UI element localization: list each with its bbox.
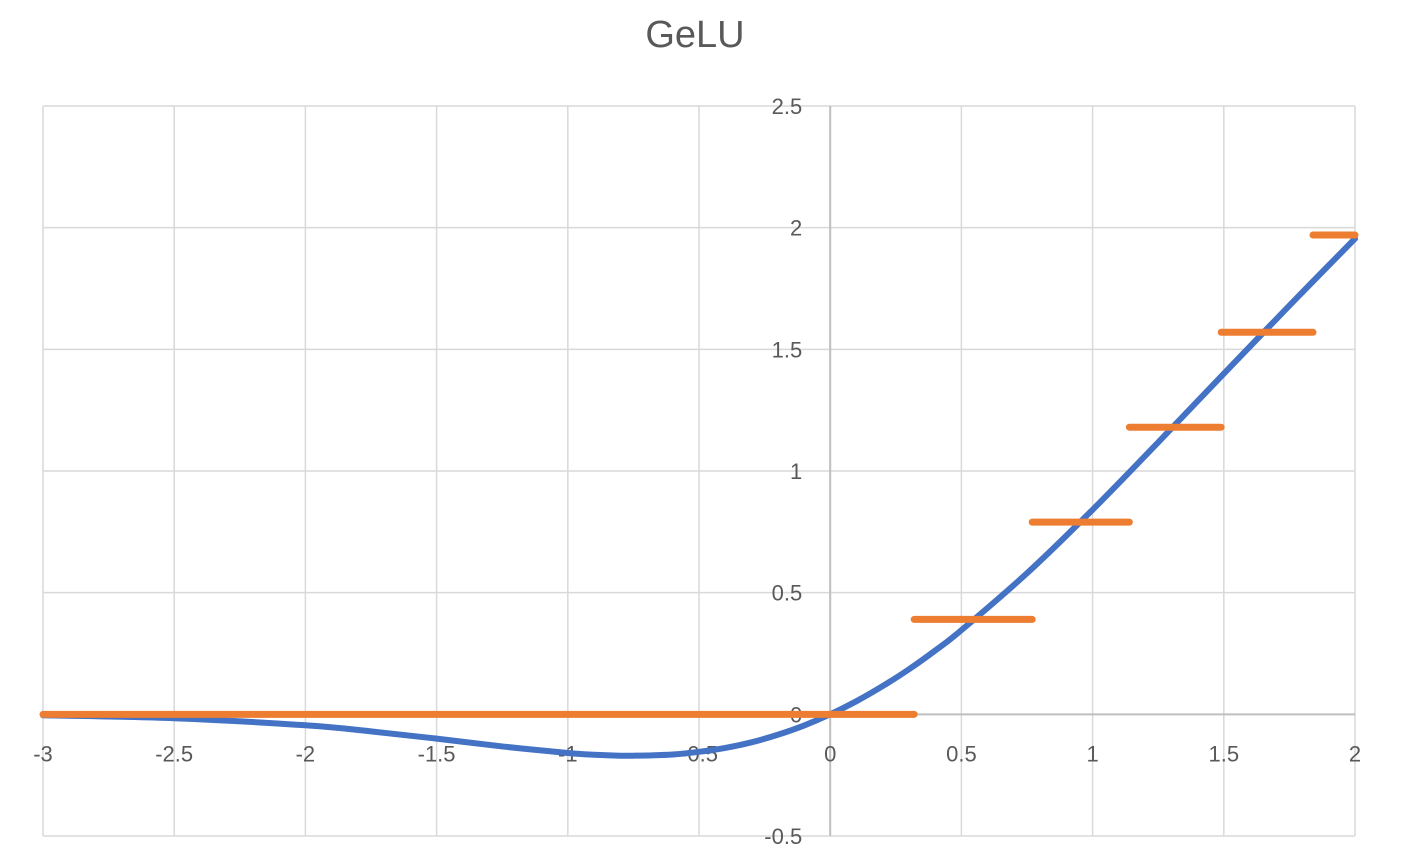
x-tick-label: 1.5 [1209, 741, 1240, 766]
y-tick-label: 2 [790, 216, 802, 241]
y-tick-label: 0.5 [772, 581, 803, 606]
y-tick-label: 1 [790, 459, 802, 484]
y-tick-label: 2.5 [772, 94, 803, 119]
series-group [39, 231, 1359, 759]
x-tick-label: -2.5 [155, 741, 193, 766]
x-tick-label: 2 [1349, 741, 1361, 766]
y-tick-label: 1.5 [772, 337, 803, 362]
y-tick-label: -0.5 [764, 824, 802, 849]
x-tick-label: -2 [296, 741, 316, 766]
x-tick-label: -1.5 [418, 741, 456, 766]
grid-lines [42, 105, 1356, 837]
x-tick-label: -3 [33, 741, 53, 766]
x-tick-label: 0 [824, 741, 836, 766]
x-tick-label: 1 [1086, 741, 1098, 766]
chart-title: GeLU [645, 14, 745, 56]
x-tick-label: 0.5 [946, 741, 977, 766]
